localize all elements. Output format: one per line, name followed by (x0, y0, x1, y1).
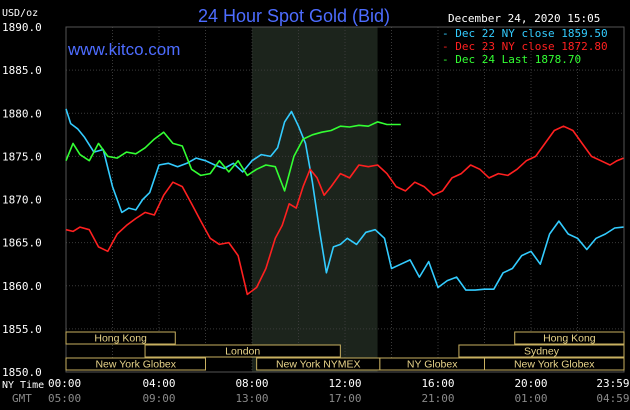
session-label: New York Globex (514, 359, 595, 371)
x-tick-gmt: 13:00 (235, 392, 268, 405)
y-tick-label: 1880.0 (2, 107, 42, 120)
y-tick-label: 1860.0 (2, 280, 42, 293)
session-label: London (225, 346, 260, 358)
x-tick-ny: 12:00 (328, 377, 361, 390)
x-tick-ny: 20:00 (514, 377, 547, 390)
session-bar (484, 357, 625, 371)
y-tick-label: 1850.0 (2, 366, 42, 379)
y-tick-label: 1890.0 (2, 21, 42, 34)
y-tick-label: 1865.0 (2, 237, 42, 250)
y-tick-label: 1885.0 (2, 64, 42, 77)
x-tick-ny: 08:00 (235, 377, 268, 390)
y-tick-label: 1855.0 (2, 323, 42, 336)
x-tick-gmt: 04:59 (596, 392, 629, 405)
x-tick-ny: 23:59 (596, 377, 629, 390)
x-tick-gmt: 09:00 (142, 392, 175, 405)
axis-ticks-layer: 1890.0 1885.0 1880.0 1875.0 1870.0 1865.0 1860… (2, 21, 630, 405)
ny-time-label: NY Time (2, 380, 44, 391)
legend: - Dec 22 NY close 1859.50 - Dec 23 NY cl… (442, 27, 608, 66)
chart-timestamp: December 24, 2020 15:05 (448, 12, 600, 25)
session-label: Hong Kong (94, 333, 147, 345)
session-bar (144, 344, 341, 358)
price-series-layer (65, 108, 624, 296)
session-bar (65, 331, 176, 345)
x-tick-gmt: 01:00 (514, 392, 547, 405)
session-label: Sydney (524, 346, 560, 358)
series-line-0 (65, 108, 624, 291)
x-tick-gmt: 05:00 (48, 392, 81, 405)
y-tick-label: 1875.0 (2, 150, 42, 163)
market-sessions-layer: Hong Kong London New York Globex New York N… (65, 331, 625, 371)
legend-dec22: - Dec 22 NY close 1859.50 (442, 27, 608, 40)
x-tick-gmt: 17:00 (328, 392, 361, 405)
plot-frame (65, 26, 625, 373)
grid-layer (65, 26, 625, 373)
session-label: Hong Kong (543, 333, 596, 345)
y-tick-label: 1870.0 (2, 194, 42, 207)
x-tick-ny: 00:00 (48, 377, 81, 390)
session-bar (458, 344, 625, 358)
website-label: www.kitco.com (67, 40, 180, 59)
session-bar (65, 357, 206, 371)
series-line-1 (65, 125, 624, 296)
gmt-label: GMT (12, 392, 32, 405)
session-label: New York NYMEX (276, 359, 361, 371)
x-tick-ny: 16:00 (421, 377, 454, 390)
y-axis-label: USD/oz (2, 8, 38, 19)
x-tick-gmt: 21:00 (421, 392, 454, 405)
series-line-2 (65, 121, 401, 192)
chart-title: 24 Hour Spot Gold (Bid) (198, 6, 390, 26)
legend-dec23: - Dec 23 NY close 1872.80 (442, 40, 608, 53)
session-label: NY Globex (407, 359, 458, 371)
legend-dec24: - Dec 24 Last 1878.70 (442, 53, 581, 66)
session-label: New York Globex (95, 359, 176, 371)
x-tick-ny: 04:00 (142, 377, 175, 390)
session-bar (514, 331, 625, 345)
